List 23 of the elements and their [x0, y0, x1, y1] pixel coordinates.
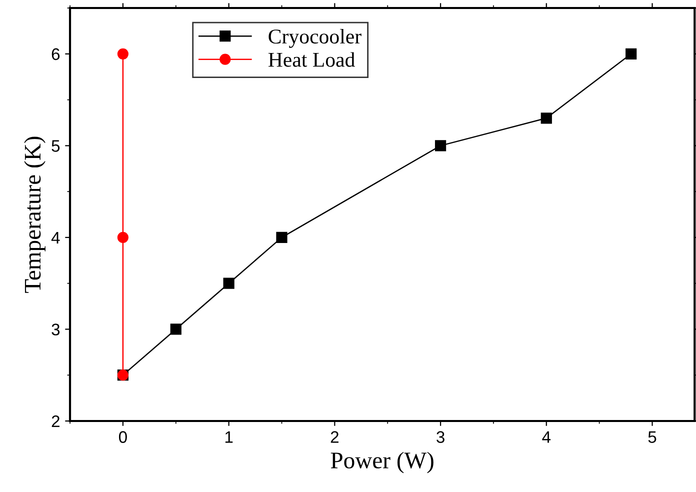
- y-tick-label: 2: [52, 415, 60, 428]
- y-tick-label: 3: [52, 324, 60, 336]
- x-tick-label: 3: [436, 431, 444, 443]
- y-tick-label: 6: [52, 48, 60, 60]
- point: [117, 232, 129, 244]
- y-tick-label: 5: [52, 140, 60, 152]
- x-tick-label: 0: [118, 431, 127, 443]
- point: [276, 232, 288, 244]
- point: [540, 112, 552, 124]
- point: [626, 48, 637, 60]
- legend-label: Heat Load: [268, 52, 355, 67]
- x-tick-label: 2: [330, 431, 338, 443]
- point: [170, 324, 182, 335]
- y-tick-label: 4: [51, 232, 60, 244]
- x-axis-title: Power (W): [330, 452, 434, 474]
- x-tick-label: 5: [648, 431, 656, 443]
- y-axis-title: Temperature (K): [24, 136, 46, 293]
- point: [223, 278, 234, 289]
- legend-label: Cryocooler: [268, 28, 362, 48]
- point: [434, 140, 446, 152]
- x-tick-label: 1: [225, 431, 233, 443]
- x-tick-label: 4: [542, 431, 551, 443]
- point: [117, 48, 129, 60]
